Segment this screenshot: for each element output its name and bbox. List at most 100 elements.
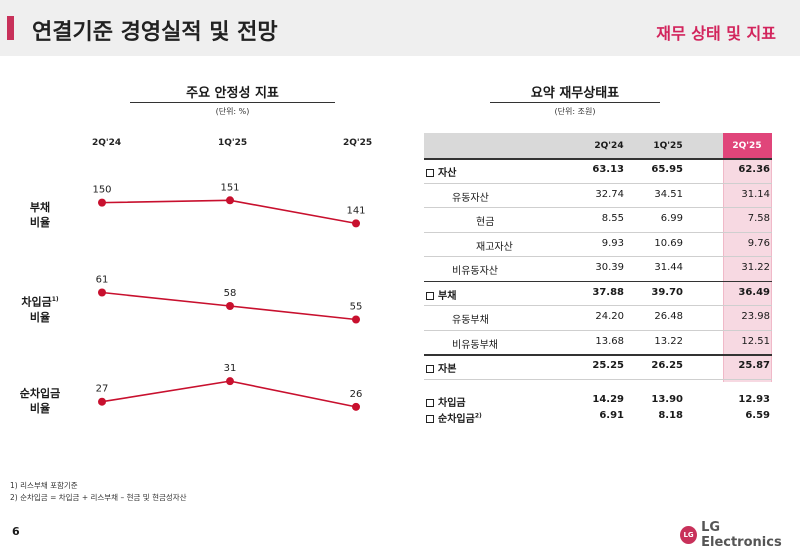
table-cell: 7.58 <box>747 213 770 224</box>
table-header-highlight <box>723 133 772 158</box>
table-row-label: 자산 <box>426 164 456 179</box>
checkbox-square-icon <box>426 169 434 177</box>
checkbox-square-icon <box>426 415 434 423</box>
table-row-label: 현금 <box>476 213 494 228</box>
table-cell: 37.88 <box>592 286 624 298</box>
period-header-2: 2Q'25 <box>343 138 373 148</box>
table-cell: 24.20 <box>595 311 624 322</box>
left-section-divider <box>130 102 335 103</box>
table-divider <box>424 305 772 306</box>
table-cell: 39.70 <box>651 286 683 298</box>
table-row: 유동부채 24.20 26.48 23.98 <box>424 305 772 330</box>
extra-row-label-text: 순차입금 <box>438 414 475 425</box>
ratio-label-net-borrowings-line2: 비율 <box>29 402 51 415</box>
table-row-label: 유동자산 <box>452 189 489 204</box>
table-divider <box>424 354 772 356</box>
table-row-label-text: 유동부채 <box>452 315 489 326</box>
ratio-label-borrowings-line1: 차입금 <box>21 295 52 309</box>
extra-row: 차입금 14.29 13.90 12.93 <box>424 392 772 409</box>
page-title: 연결기준 경영실적 및 전망 <box>32 20 278 45</box>
table-row-label-text: 비유동자산 <box>452 266 498 277</box>
table-cell: 23.98 <box>741 311 770 322</box>
ratio-label-borrowings-line2: 비율 <box>29 310 51 324</box>
checkbox-square-icon <box>426 291 434 300</box>
ratio-label-borrowings: 차입금1) 비율 <box>10 292 70 325</box>
table-cell: 26.25 <box>651 360 683 371</box>
period-header-1: 1Q'25 <box>218 138 248 148</box>
table-row: 현금 8.55 6.99 7.58 <box>424 207 772 232</box>
data-point <box>98 288 106 297</box>
table-header-2q24: 2Q'24 <box>594 141 624 151</box>
table-row-label: 비유동부채 <box>452 336 498 351</box>
lg-logo-icon: LG <box>680 526 698 544</box>
table-divider <box>424 182 772 184</box>
table-cell: 25.87 <box>738 360 770 371</box>
table-row: 유동자산 32.74 34.51 31.14 <box>424 183 772 208</box>
page-number: 6 <box>12 525 20 538</box>
highlight-column <box>723 133 772 382</box>
data-point <box>226 196 234 205</box>
table-cell: 13.90 <box>651 394 683 405</box>
table-row-label-text: 자본 <box>438 364 457 375</box>
ratio-label-borrowings-sup: 1) <box>51 296 59 303</box>
page-subtitle: 재무 상태 및 지표 <box>656 24 776 43</box>
ratio-label-debt-line2: 비율 <box>29 216 51 229</box>
table-row: 비유동자산 30.39 31.44 31.22 <box>424 256 772 281</box>
data-point <box>98 198 106 207</box>
table-row-label-text: 자산 <box>438 168 457 179</box>
stability-ratio-chart: 150 151 141 61 58 55 27 31 26 <box>92 182 366 411</box>
data-label: 55 <box>350 302 363 313</box>
period-header-0: 2Q'24 <box>92 138 122 148</box>
right-section-divider <box>490 102 660 103</box>
table-cell: 31.14 <box>741 188 770 200</box>
lg-logo-text: LG Electronics <box>701 520 782 550</box>
table-cell: 26.48 <box>654 311 683 322</box>
data-label: 61 <box>96 275 109 286</box>
left-section-title: 주요 안정성 지표 <box>186 86 279 101</box>
table-row: 비유동부채 13.68 13.22 12.51 <box>424 330 772 355</box>
table-divider <box>424 329 772 331</box>
data-point <box>98 397 106 406</box>
table-row-label-text: 유동자산 <box>452 192 489 204</box>
table-cell: 10.69 <box>654 237 683 249</box>
table-cell: 34.51 <box>654 188 683 200</box>
table-cell: 8.18 <box>658 410 683 421</box>
header-bar: 연결기준 경영실적 및 전망 재무 상태 및 지표 <box>0 0 800 56</box>
data-label: 151 <box>220 182 239 193</box>
table-divider <box>424 378 772 380</box>
table-cell: 30.39 <box>595 262 624 273</box>
table-row: 부채 37.88 39.70 36.49 <box>424 281 772 306</box>
table-cell: 6.99 <box>660 213 683 224</box>
data-label: 27 <box>96 384 109 395</box>
extra-row-sup: 2) <box>474 412 482 420</box>
table-row-label: 유동부채 <box>452 311 489 326</box>
table-divider <box>424 256 772 257</box>
table-header-2q25: 2Q'25 <box>732 141 762 151</box>
table-cell: 36.49 <box>738 286 770 298</box>
ratio-label-net-borrowings-line1: 순차입금 <box>19 387 61 400</box>
table-cell: 14.29 <box>592 394 624 405</box>
table-cell: 12.93 <box>738 394 770 405</box>
footnote-1: 1) 리스부채 포함기준 <box>10 481 78 490</box>
table-divider <box>424 280 772 282</box>
table-cell: 12.51 <box>741 335 770 347</box>
table-cell: 32.74 <box>595 188 624 200</box>
data-label: 58 <box>224 288 237 299</box>
table-header-bg <box>424 133 723 158</box>
ratio-label-debt: 부채 비율 <box>10 200 70 230</box>
left-unit: (단위: %) <box>215 107 250 116</box>
table-cell: 9.76 <box>747 237 770 249</box>
table-row-label: 부채 <box>426 287 456 302</box>
data-point <box>226 377 234 386</box>
table-row-label: 비유동자산 <box>452 262 498 277</box>
table-divider <box>424 231 772 233</box>
table-cell: 6.59 <box>745 410 770 421</box>
table-row-label: 자본 <box>426 360 456 375</box>
lg-logo: LG LG Electronics <box>680 520 800 550</box>
table-row: 자본 25.25 26.25 25.87 <box>424 354 772 379</box>
footnote-2: 2) 순차입금 = 차입금 + 리스부채 – 현금 및 현금성자산 <box>10 493 187 502</box>
table-cell: 65.95 <box>651 164 683 175</box>
ratio-label-net-borrowings: 순차입금 비율 <box>10 386 70 416</box>
extra-row-label-text: 차입금 <box>438 398 466 409</box>
table-row-label: 재고자산 <box>476 238 513 253</box>
